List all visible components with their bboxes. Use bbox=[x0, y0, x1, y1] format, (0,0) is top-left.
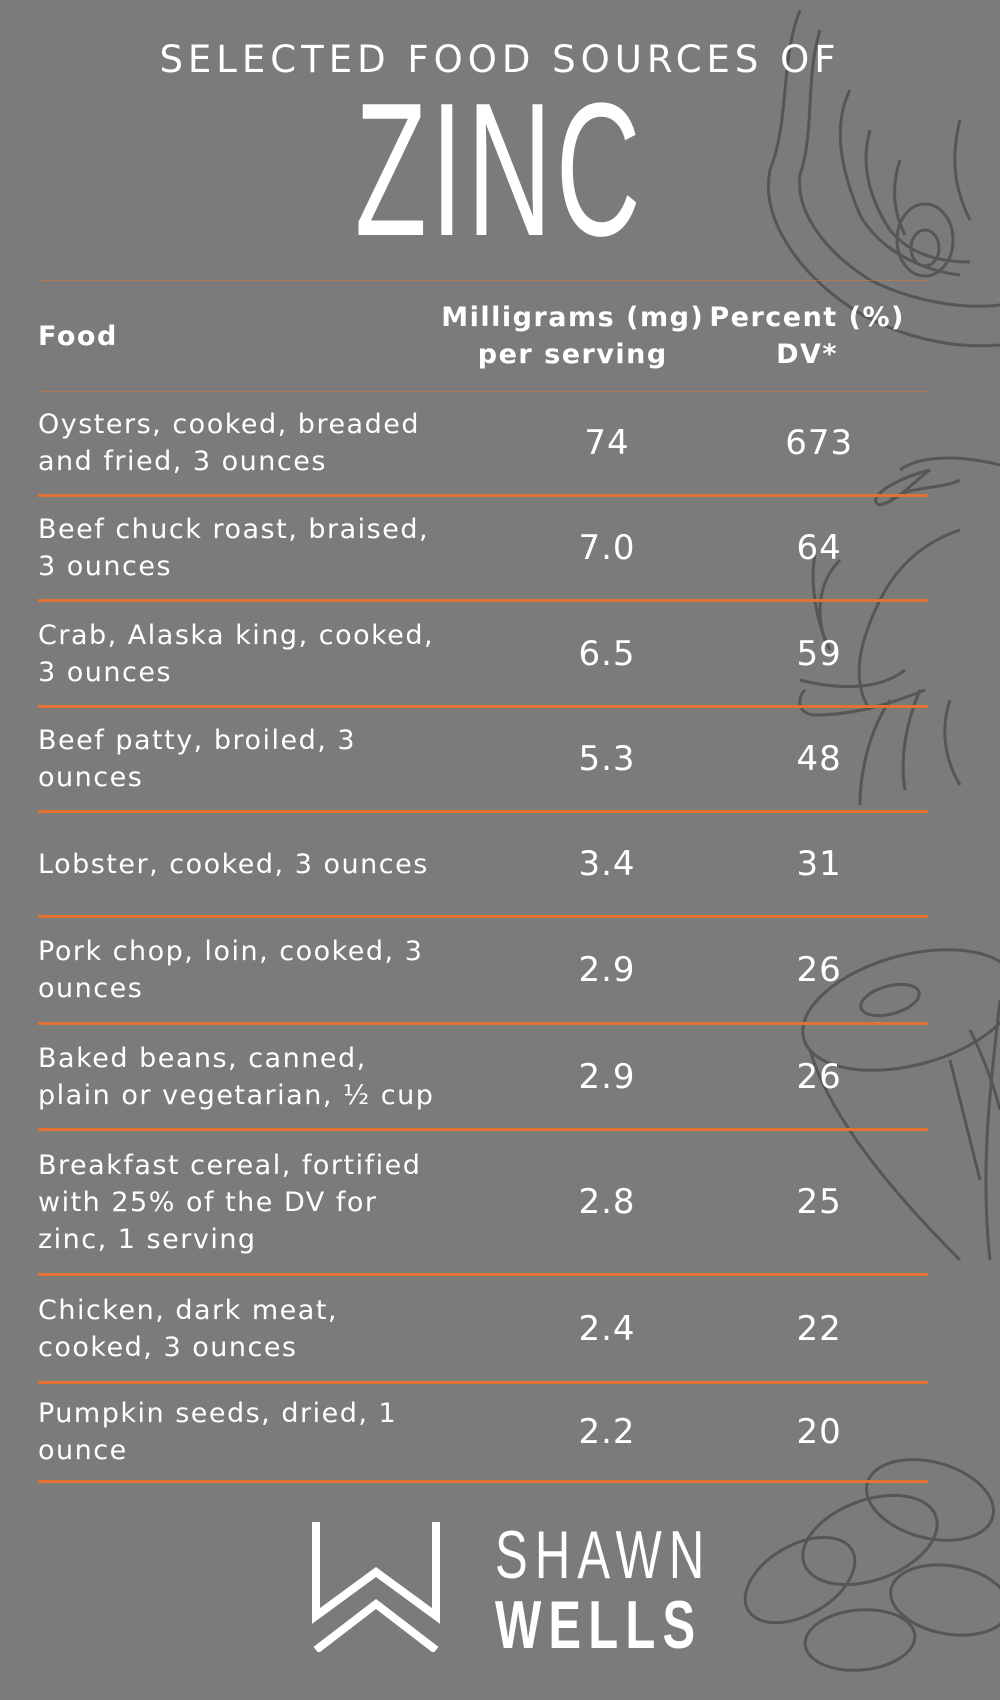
food-cell: Beef chuck roast, braised, 3 ounces bbox=[38, 514, 430, 582]
mg-cell: 2.9 bbox=[578, 950, 636, 990]
dv-cell: 59 bbox=[796, 633, 842, 674]
mg-cell: 3.4 bbox=[578, 844, 636, 884]
dv-cell: 20 bbox=[796, 1412, 842, 1452]
table-row: Pork chop, loin, cooked, 3 ounces 2.9 26 bbox=[38, 918, 928, 1025]
table-row: Beef patty, broiled, 3 ounces 5.3 48 bbox=[38, 708, 928, 813]
brand-wordmark: SHAWN WELLS bbox=[495, 1520, 796, 1660]
table-row: Lobster, cooked, 3 ounces 3.4 31 bbox=[38, 813, 928, 918]
table-header-row: Food Milligrams (mg) per serving Percent… bbox=[38, 281, 928, 392]
dv-cell: 26 bbox=[796, 1056, 842, 1097]
food-cell: Breakfast cereal, fortified with 25% of … bbox=[38, 1149, 422, 1255]
dv-cell: 673 bbox=[785, 423, 854, 463]
zinc-table: Food Milligrams (mg) per serving Percent… bbox=[38, 280, 928, 1483]
column-header-food: Food bbox=[38, 320, 118, 352]
table-row: Pumpkin seeds, dried, 1 ounce 2.2 20 bbox=[38, 1384, 928, 1483]
dv-cell: 48 bbox=[796, 739, 842, 779]
table-row: Crab, Alaska king, cooked, 3 ounces 6.5 … bbox=[38, 602, 928, 708]
dv-cell: 25 bbox=[796, 1182, 842, 1222]
dv-cell: 64 bbox=[796, 528, 842, 568]
table-row: Oysters, cooked, breaded and fried, 3 ou… bbox=[38, 392, 928, 497]
column-header-mg: Milligrams (mg) per serving bbox=[441, 302, 705, 370]
w-chevron-logo-icon bbox=[312, 1522, 440, 1652]
food-cell: Baked beans, canned, plain or vegetarian… bbox=[38, 1042, 435, 1111]
food-cell: Pork chop, loin, cooked, 3 ounces bbox=[38, 936, 424, 1004]
food-cell: Chicken, dark meat, cooked, 3 ounces bbox=[38, 1294, 339, 1363]
brand-line-2: WELLS bbox=[495, 1587, 703, 1663]
page-subtitle: SELECTED FOOD SOURCES OF bbox=[159, 38, 841, 81]
brand-line-1: SHAWN bbox=[495, 1517, 712, 1593]
mg-cell: 74 bbox=[584, 423, 630, 463]
page-title-text: ZINC bbox=[355, 64, 645, 276]
dv-cell: 26 bbox=[796, 950, 842, 990]
food-cell: Beef patty, broiled, 3 ounces bbox=[38, 725, 357, 793]
mg-cell: 5.3 bbox=[578, 739, 636, 779]
food-cell: Crab, Alaska king, cooked, 3 ounces bbox=[38, 619, 435, 688]
page-title: ZINC bbox=[0, 64, 1000, 276]
dv-cell: 22 bbox=[796, 1308, 842, 1349]
table-row: Baked beans, canned, plain or vegetarian… bbox=[38, 1025, 928, 1131]
mg-cell: 2.2 bbox=[578, 1412, 636, 1452]
mg-cell: 7.0 bbox=[578, 528, 636, 568]
table-row: Beef chuck roast, braised, 3 ounces 7.0 … bbox=[38, 497, 928, 602]
mg-cell: 2.4 bbox=[578, 1308, 636, 1349]
food-cell: Oysters, cooked, breaded and fried, 3 ou… bbox=[38, 409, 420, 477]
table-row: Chicken, dark meat, cooked, 3 ounces 2.4… bbox=[38, 1276, 928, 1384]
table-top-rule bbox=[38, 280, 928, 281]
food-cell: Pumpkin seeds, dried, 1 ounce bbox=[38, 1398, 398, 1466]
dv-cell: 31 bbox=[796, 844, 842, 884]
food-cell: Lobster, cooked, 3 ounces bbox=[38, 848, 429, 880]
mg-cell: 2.9 bbox=[578, 1056, 636, 1097]
mg-cell: 2.8 bbox=[578, 1182, 636, 1222]
mg-cell: 6.5 bbox=[578, 633, 636, 674]
table-row: Breakfast cereal, fortified with 25% of … bbox=[38, 1131, 928, 1276]
column-header-dv: Percent (%) DV* bbox=[709, 302, 905, 370]
